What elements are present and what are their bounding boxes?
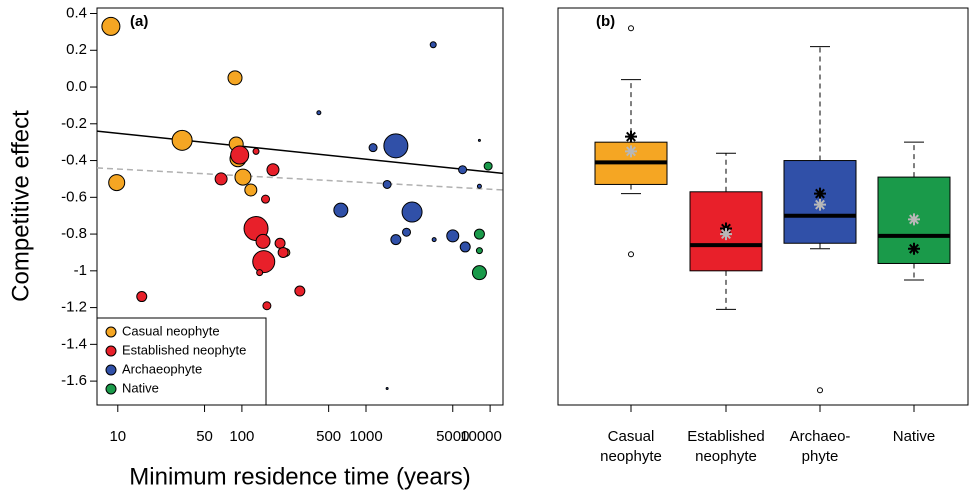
legend-marker xyxy=(105,345,117,357)
point xyxy=(431,237,437,243)
plot-frame xyxy=(96,7,504,406)
x-tick-label: Casual neophyte xyxy=(600,428,662,465)
point xyxy=(390,234,402,246)
plot-frame xyxy=(557,7,969,406)
point xyxy=(255,233,271,249)
point xyxy=(458,165,468,175)
y-tick-label: -0.6 xyxy=(61,188,87,205)
y-tick-label: -0.4 xyxy=(61,152,87,169)
point xyxy=(214,172,228,186)
point xyxy=(385,386,389,390)
y-tick-label: 0.4 xyxy=(66,4,87,21)
point xyxy=(476,183,482,189)
point xyxy=(316,110,322,116)
x-tick-label: 10000 xyxy=(460,428,502,445)
panel-label: (a) xyxy=(130,13,148,30)
legend-label: Native xyxy=(122,380,159,395)
point xyxy=(382,179,392,189)
legend-marker xyxy=(105,364,117,376)
x-tick-label: Archaeo- phyte xyxy=(789,428,851,465)
legend-box xyxy=(96,317,267,406)
point xyxy=(244,183,258,197)
x-tick-label: 500 xyxy=(316,428,341,445)
point xyxy=(234,168,252,186)
point xyxy=(261,194,271,204)
point xyxy=(294,285,306,297)
point xyxy=(459,241,471,253)
point xyxy=(277,246,289,258)
y-tick-label: -1.2 xyxy=(61,299,87,316)
point xyxy=(473,228,485,240)
point xyxy=(471,265,487,281)
trend-line xyxy=(96,130,504,175)
point xyxy=(227,70,243,86)
legend-label: Established neophyte xyxy=(122,342,246,357)
point xyxy=(402,227,412,237)
point xyxy=(446,229,460,243)
y-tick-label: -1 xyxy=(74,262,87,279)
point xyxy=(256,269,264,277)
x-tick-label: 50 xyxy=(196,428,213,445)
legend-marker xyxy=(105,326,117,338)
black-star xyxy=(908,242,920,255)
x-tick-label: 10 xyxy=(109,428,126,445)
point xyxy=(475,247,483,255)
x-tick-label: 5000 xyxy=(436,428,469,445)
legend-label: Archaeophyte xyxy=(122,361,202,376)
outlier xyxy=(628,251,634,258)
trend-line xyxy=(96,167,504,191)
grey-star xyxy=(625,145,637,158)
point xyxy=(477,138,481,142)
point xyxy=(383,133,409,159)
legend-marker xyxy=(105,383,117,395)
point xyxy=(483,161,493,171)
x-tick-label: Established neophyte xyxy=(687,428,765,465)
grey-star xyxy=(908,213,920,226)
y-tick-label: 0.0 xyxy=(66,78,87,95)
black-star xyxy=(814,187,826,200)
y-tick-label: -0.8 xyxy=(61,225,87,242)
x-tick-label: 100 xyxy=(229,428,254,445)
point xyxy=(252,250,276,274)
x-tick-label: 1000 xyxy=(349,428,382,445)
point xyxy=(266,163,280,177)
point xyxy=(108,174,126,192)
point xyxy=(101,16,121,36)
grey-star xyxy=(814,198,826,211)
y-tick-label: -0.2 xyxy=(61,115,87,132)
y-axis-label: Competitive effect xyxy=(7,110,34,302)
legend-label: Casual neophyte xyxy=(122,323,220,338)
point xyxy=(333,202,349,218)
y-tick-label: -1.4 xyxy=(61,335,87,352)
panel-label: (b) xyxy=(596,13,615,30)
point xyxy=(368,143,378,153)
grey-star xyxy=(720,228,732,241)
y-tick-label: -1.6 xyxy=(61,372,87,389)
point xyxy=(401,201,423,223)
point xyxy=(262,301,272,311)
x-axis-label: Minimum residence time (years) xyxy=(129,463,470,490)
point xyxy=(171,129,193,151)
point xyxy=(252,147,260,155)
x-tick-label: Native xyxy=(892,428,936,445)
point xyxy=(136,291,148,303)
outlier xyxy=(817,387,823,394)
point xyxy=(230,145,250,165)
outlier xyxy=(628,25,634,32)
black-star xyxy=(625,130,637,143)
point xyxy=(429,41,437,49)
point xyxy=(274,237,286,249)
y-tick-label: 0.2 xyxy=(66,41,87,58)
